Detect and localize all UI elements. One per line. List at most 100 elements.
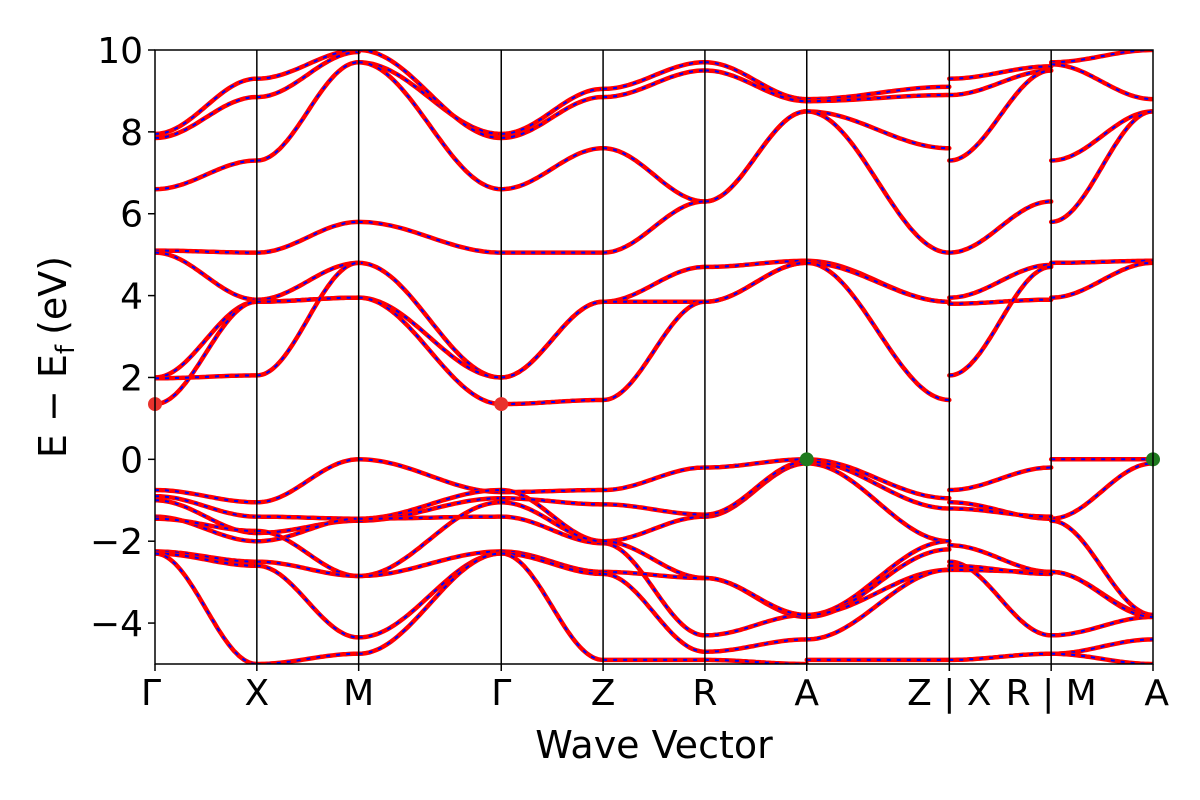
band-8-segment-5-overlay (704, 458, 807, 469)
band-14-segment-3-overlay (501, 552, 604, 575)
band-1-segment-0 (155, 94, 260, 141)
band-15-segment-5-overlay (704, 658, 807, 664)
x-tick-label-4: Z (591, 673, 616, 714)
band-lines (155, 50, 1153, 664)
x-axis: Γ X M Γ Z R A Z | X R | M A (141, 664, 1169, 714)
band-7-segment-1 (254, 260, 361, 378)
band-11-segment-5-overlay (704, 613, 807, 637)
band-6-segment-2-overlay (358, 296, 502, 406)
band-6-segment-0 (155, 299, 260, 407)
band-9-segment-0-overlay (155, 495, 257, 518)
y-tick-label-5: 6 (120, 195, 143, 236)
band-5-segment-2-overlay (358, 296, 502, 379)
x-tick-label-3: Γ (491, 673, 511, 714)
band-2-segment-2-overlay (358, 61, 502, 191)
x-tick-label-0: Γ (141, 673, 161, 714)
band-14-segment-6-overlay (806, 568, 950, 641)
x-axis-label: Wave Vector (535, 723, 773, 767)
band-1-segment-7-overlay (949, 69, 1052, 96)
band-2-segment-8 (1048, 109, 1153, 163)
band-15-segment-7-overlay (949, 652, 1052, 661)
band-0-segment-5 (702, 60, 810, 102)
band-5-segment-8-overlay (1051, 261, 1153, 299)
band-11-segment-7-overlay (949, 544, 1052, 573)
band-10-segment-6-overlay (806, 460, 950, 510)
band-9-segment-4-overlay (603, 515, 705, 543)
band-1-segment-8-overlay (1051, 63, 1153, 101)
band-15-segment-8-overlay (1051, 652, 1153, 664)
band-9-segment-1-overlay (256, 515, 359, 520)
band-4-segment-8-overlay (1051, 259, 1153, 264)
band-4-segment-7-overlay (949, 263, 1052, 299)
band-8-segment-0-overlay (155, 489, 257, 504)
band-8-segment-7-overlay (949, 466, 1052, 491)
band-14-segment-7-overlay (949, 564, 1052, 575)
band-6-segment-7 (947, 264, 1054, 378)
band-10-segment-8-overlay (1051, 519, 1153, 616)
band-8-segment-2-overlay (358, 458, 502, 494)
band-14-segment-0-overlay (155, 552, 257, 567)
band-2-segment-2 (356, 60, 504, 192)
band-6-segment-1-overlay (256, 296, 359, 303)
x-tick-label-9: A (1144, 673, 1169, 714)
band-14-segment-2 (356, 551, 504, 640)
y-tick-label-7: 10 (97, 31, 143, 72)
band-0-segment-4-overlay (603, 61, 705, 90)
band-0-segment-2-overlay (358, 61, 502, 135)
x-tick-label-1: X (245, 673, 270, 714)
band-11-segment-4-overlay (603, 542, 705, 637)
band-1-segment-8 (1048, 62, 1153, 102)
band-10-segment-3-overlay (501, 497, 604, 506)
band-15-segment-1-overlay (256, 652, 359, 664)
band-14-segment-1-overlay (256, 564, 359, 639)
x-tick-label-8: R | M (1006, 673, 1097, 714)
band-13-segment-5-overlay (704, 577, 807, 616)
y-tick-label-0: −4 (90, 604, 143, 645)
band-3-segment-7 (947, 199, 1054, 255)
x-tick-label-6: A (794, 673, 819, 714)
band-2-segment-4 (600, 145, 708, 204)
band-12-segment-8-overlay (1051, 615, 1153, 637)
band-0-segment-7-overlay (949, 65, 1052, 80)
band-6-segment-0-overlay (155, 300, 257, 406)
band-4-segment-2 (356, 260, 504, 380)
band-9-segment-8-overlay (1051, 462, 1153, 520)
y-axis-label-unit: (eV) (31, 256, 75, 335)
band-6-segment-5-overlay (704, 261, 807, 303)
band-7-segment-0-overlay (155, 374, 257, 380)
band-11-segment-0-overlay (155, 515, 257, 543)
band-12-segment-0-overlay (155, 517, 257, 532)
band-15-segment-2 (356, 551, 504, 657)
band-0-segment-3 (498, 86, 606, 137)
band-0-segment-0-overlay (155, 77, 257, 135)
high-symmetry-lines (256, 50, 1052, 664)
band-0-segment-8-overlay (1051, 50, 1153, 64)
band-9-segment-6-overlay (806, 462, 950, 543)
band-10-segment-4-overlay (603, 503, 705, 516)
y-axis: −4 −2 0 2 4 6 8 10 (90, 31, 155, 645)
x-tick-label-7: Z | X (907, 673, 991, 714)
band-4-segment-1-overlay (256, 261, 359, 301)
band-11-segment-3-overlay (501, 515, 604, 545)
band-12-segment-7-overlay (949, 560, 1052, 637)
plot-frame (154, 49, 1154, 665)
band-8-segment-1 (254, 457, 361, 505)
y-axis-label: E − Ef (eV) (31, 256, 81, 458)
band-10-segment-5 (702, 459, 810, 517)
band-6-segment-4-overlay (603, 300, 705, 401)
band-11-segment-6-overlay (806, 540, 950, 616)
y-tick-label-6: 8 (120, 113, 143, 154)
y-tick-label-4: 4 (120, 277, 143, 318)
band-2-segment-0-overlay (155, 159, 257, 191)
band-edge-marker-2 (799, 452, 814, 467)
band-2-segment-1-overlay (256, 61, 359, 162)
band-1-segment-6-overlay (806, 94, 950, 103)
band-0-segment-6-overlay (806, 85, 950, 101)
band-3-segment-0-overlay (155, 249, 257, 254)
band-8-segment-6-overlay (806, 458, 950, 500)
band-3-segment-1-overlay (256, 220, 359, 254)
band-14-segment-8-overlay (1051, 638, 1153, 655)
y-tick-label-1: −2 (90, 522, 143, 563)
band-15-segment-3-overlay (501, 552, 604, 661)
